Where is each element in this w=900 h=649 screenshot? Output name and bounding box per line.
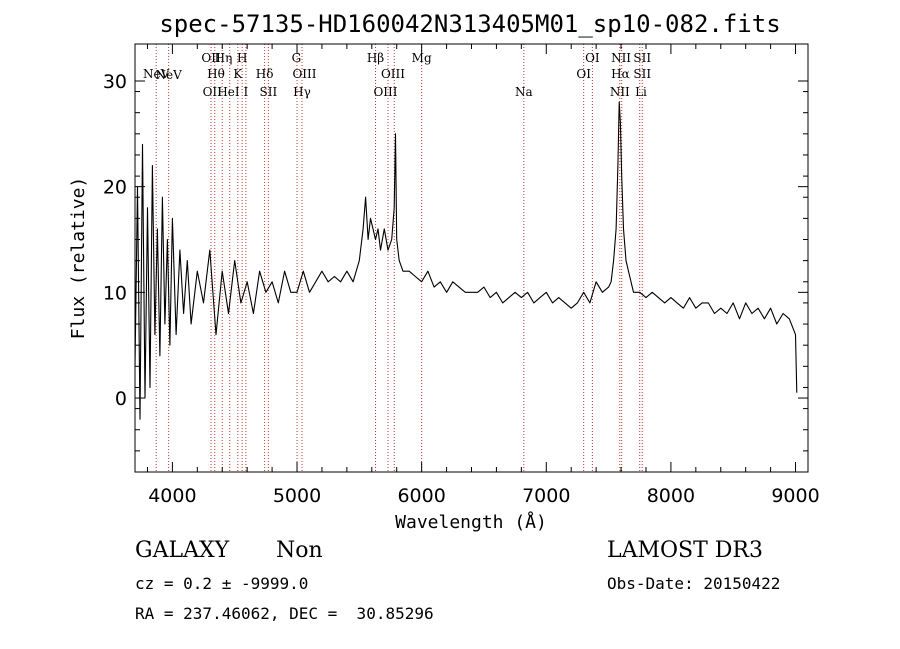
x-axis-label: Wavelength (Å) [395, 511, 547, 533]
y-tick-label: 30 [103, 71, 127, 93]
line-label: K [233, 67, 243, 81]
y-tick-label: 20 [103, 177, 127, 199]
line-label: Na [515, 85, 533, 99]
x-tick-label: 8000 [647, 485, 695, 507]
line-label: OI [585, 51, 600, 65]
coordinates: RA = 237.46062, DEC = 30.85296 [135, 604, 434, 623]
line-label: OIII [373, 85, 397, 99]
line-label: Mg [412, 51, 432, 65]
line-label: NeV [143, 67, 170, 81]
line-label: SII [260, 85, 278, 99]
axis-ticks: 4000 5000 6000 7000 8000 9000 0 10 20 30 [103, 44, 820, 507]
plot-frame [134, 43, 809, 473]
line-label: OII [203, 85, 223, 99]
line-label: OIII [381, 67, 405, 81]
line-label: SII [633, 51, 651, 65]
series-group [134, 101, 798, 420]
x-tick-label: 6000 [397, 485, 445, 507]
y-tick-label: 10 [103, 282, 127, 304]
y-axis-label: Flux (relative) [68, 177, 89, 340]
line-label: Hθ [207, 67, 225, 81]
line-label: OII [201, 51, 221, 65]
line-label: Li [635, 85, 647, 99]
line-label: Hη [215, 51, 233, 65]
line-label: NeV [156, 68, 183, 82]
x-tick-label: 7000 [522, 485, 570, 507]
line-label: OIII [292, 67, 316, 81]
line-label: Hγ [293, 85, 311, 99]
line-label: H [237, 51, 247, 65]
survey-name: LAMOST DR3 [607, 538, 763, 563]
redshift-readout: cz = 0.2 ± -9999.0 [135, 574, 309, 593]
line-label: Hα [611, 67, 630, 81]
x-tick-label: 4000 [148, 485, 196, 507]
line-label: SII [633, 67, 651, 81]
spectrum-line [134, 101, 798, 420]
line-label: NII [610, 85, 630, 99]
object-subclass: Non [276, 538, 323, 563]
line-label: Hδ [256, 67, 274, 81]
x-tick-label: 5000 [273, 485, 321, 507]
line-label: OI [576, 67, 591, 81]
chart-title: spec-57135-HD160042N313405M01_sp10-082.f… [159, 10, 780, 38]
object-class: GALAXY [135, 538, 230, 563]
line-label: Hβ [367, 51, 384, 65]
x-tick-label: 9000 [771, 485, 819, 507]
line-label: I [244, 85, 249, 99]
line-label: HeI [217, 85, 240, 99]
line-label: G [292, 51, 302, 65]
obs-date: Obs-Date: 20150422 [607, 574, 781, 593]
y-tick-label: 0 [115, 388, 127, 410]
line-label: NII [611, 51, 631, 65]
